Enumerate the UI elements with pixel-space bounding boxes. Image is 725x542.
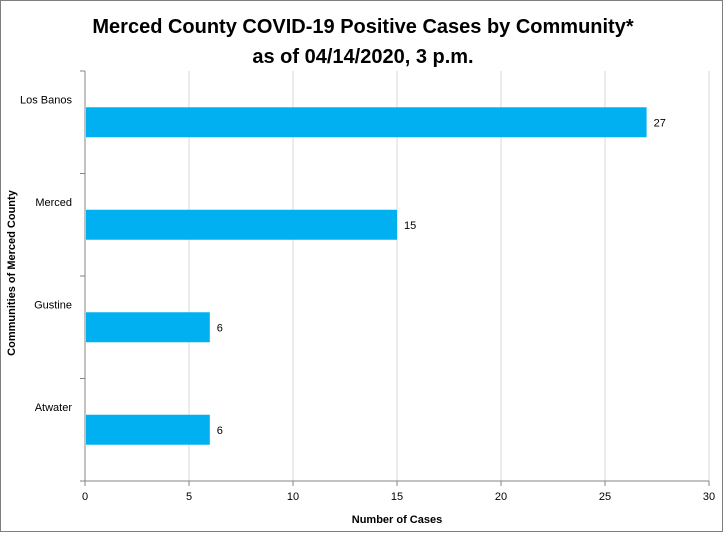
x-tick-label: 0 bbox=[82, 491, 88, 503]
x-axis-label: Number of Cases bbox=[352, 514, 442, 526]
bars bbox=[86, 107, 647, 445]
labels: 0 5 10 15 20 25 30 Los Banos 27 Merced 15 Gustine 6 A… bbox=[20, 94, 715, 503]
bar bbox=[86, 414, 210, 445]
bar-chart: Merced County COVID-19 Positive Cases by… bbox=[6, 16, 715, 526]
bar bbox=[86, 107, 647, 138]
data-label: 6 bbox=[217, 322, 223, 334]
x-tick-label: 20 bbox=[495, 491, 507, 503]
data-label: 15 bbox=[404, 220, 416, 232]
x-tick-label: 15 bbox=[391, 491, 403, 503]
y-axis-label: Communities of Merced County bbox=[6, 189, 18, 356]
x-tick-label: 30 bbox=[703, 491, 715, 503]
chart-frame: Merced County COVID-19 Positive Cases by… bbox=[0, 0, 723, 532]
x-tick-label: 5 bbox=[186, 491, 192, 503]
y-tick-label: Merced bbox=[35, 197, 72, 209]
chart-title-line-2: as of 04/14/2020, 3 p.m. bbox=[252, 46, 473, 68]
x-tick-label: 25 bbox=[599, 491, 611, 503]
data-label: 6 bbox=[217, 425, 223, 437]
x-tick-label: 10 bbox=[287, 491, 299, 503]
bar bbox=[86, 312, 210, 343]
y-tick-label: Los Banos bbox=[20, 94, 72, 106]
bar bbox=[86, 209, 397, 240]
data-label: 27 bbox=[654, 117, 666, 129]
chart-title-line-1: Merced County COVID-19 Positive Cases by… bbox=[92, 16, 633, 38]
y-tick-label: Atwater bbox=[35, 402, 73, 414]
y-tick-label: Gustine bbox=[34, 299, 72, 311]
axes bbox=[80, 70, 710, 486]
gridlines bbox=[188, 71, 710, 481]
